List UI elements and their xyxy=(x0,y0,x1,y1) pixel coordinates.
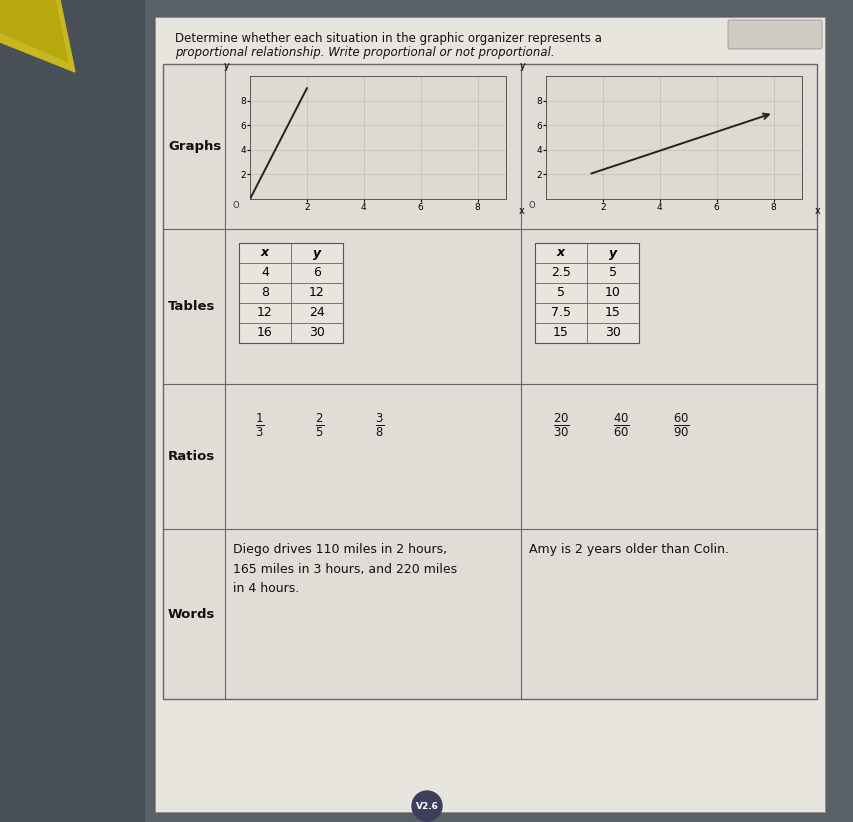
Text: O: O xyxy=(528,201,535,210)
Text: $\frac{1}{3}$: $\frac{1}{3}$ xyxy=(255,412,264,440)
Text: 15: 15 xyxy=(605,307,620,320)
Text: V2.6: V2.6 xyxy=(415,801,438,810)
Text: Tables: Tables xyxy=(168,300,215,313)
Text: x: x xyxy=(261,247,269,260)
Text: $\frac{60}{90}$: $\frac{60}{90}$ xyxy=(672,412,688,440)
Text: 4: 4 xyxy=(261,266,269,279)
Text: proportional relationship. Write proportional or not proportional.: proportional relationship. Write proport… xyxy=(175,46,554,59)
Text: O: O xyxy=(232,201,239,210)
Text: x: x xyxy=(518,206,524,216)
Text: 12: 12 xyxy=(257,307,273,320)
Text: 16: 16 xyxy=(257,326,273,339)
FancyBboxPatch shape xyxy=(0,0,145,822)
Text: 24: 24 xyxy=(309,307,324,320)
Text: Graphs: Graphs xyxy=(168,140,221,153)
Text: 30: 30 xyxy=(309,326,324,339)
Text: $\frac{2}{5}$: $\frac{2}{5}$ xyxy=(315,412,324,440)
Text: 10: 10 xyxy=(605,287,620,299)
Text: 7.5: 7.5 xyxy=(550,307,571,320)
FancyBboxPatch shape xyxy=(154,17,824,812)
Text: Ratios: Ratios xyxy=(168,450,215,463)
Text: $\frac{20}{30}$: $\frac{20}{30}$ xyxy=(552,412,569,440)
Circle shape xyxy=(411,791,442,821)
Text: $\frac{40}{60}$: $\frac{40}{60}$ xyxy=(612,412,629,440)
Text: 5: 5 xyxy=(556,287,565,299)
Text: Diego drives 110 miles in 2 hours,
165 miles in 3 hours, and 220 miles
in 4 hour: Diego drives 110 miles in 2 hours, 165 m… xyxy=(233,543,456,595)
Text: 8: 8 xyxy=(261,287,269,299)
Text: y: y xyxy=(519,61,525,71)
Text: 5: 5 xyxy=(608,266,616,279)
Text: y: y xyxy=(608,247,617,260)
Polygon shape xyxy=(0,0,75,72)
Polygon shape xyxy=(0,0,68,62)
FancyBboxPatch shape xyxy=(163,64,816,699)
Text: Amy is 2 years older than Colin.: Amy is 2 years older than Colin. xyxy=(528,543,728,556)
Text: x: x xyxy=(556,247,565,260)
Text: 6: 6 xyxy=(313,266,321,279)
Text: Words: Words xyxy=(168,607,215,621)
Text: y: y xyxy=(312,247,321,260)
Text: y: y xyxy=(223,61,229,71)
Text: 2.5: 2.5 xyxy=(550,266,571,279)
Text: 15: 15 xyxy=(553,326,568,339)
FancyBboxPatch shape xyxy=(727,20,821,49)
Text: $\frac{3}{8}$: $\frac{3}{8}$ xyxy=(374,412,384,440)
Text: 30: 30 xyxy=(605,326,620,339)
Text: Determine whether each situation in the graphic organizer represents a: Determine whether each situation in the … xyxy=(175,32,601,45)
Text: 12: 12 xyxy=(309,287,324,299)
FancyBboxPatch shape xyxy=(534,243,638,343)
Text: x: x xyxy=(814,206,820,216)
FancyBboxPatch shape xyxy=(239,243,343,343)
